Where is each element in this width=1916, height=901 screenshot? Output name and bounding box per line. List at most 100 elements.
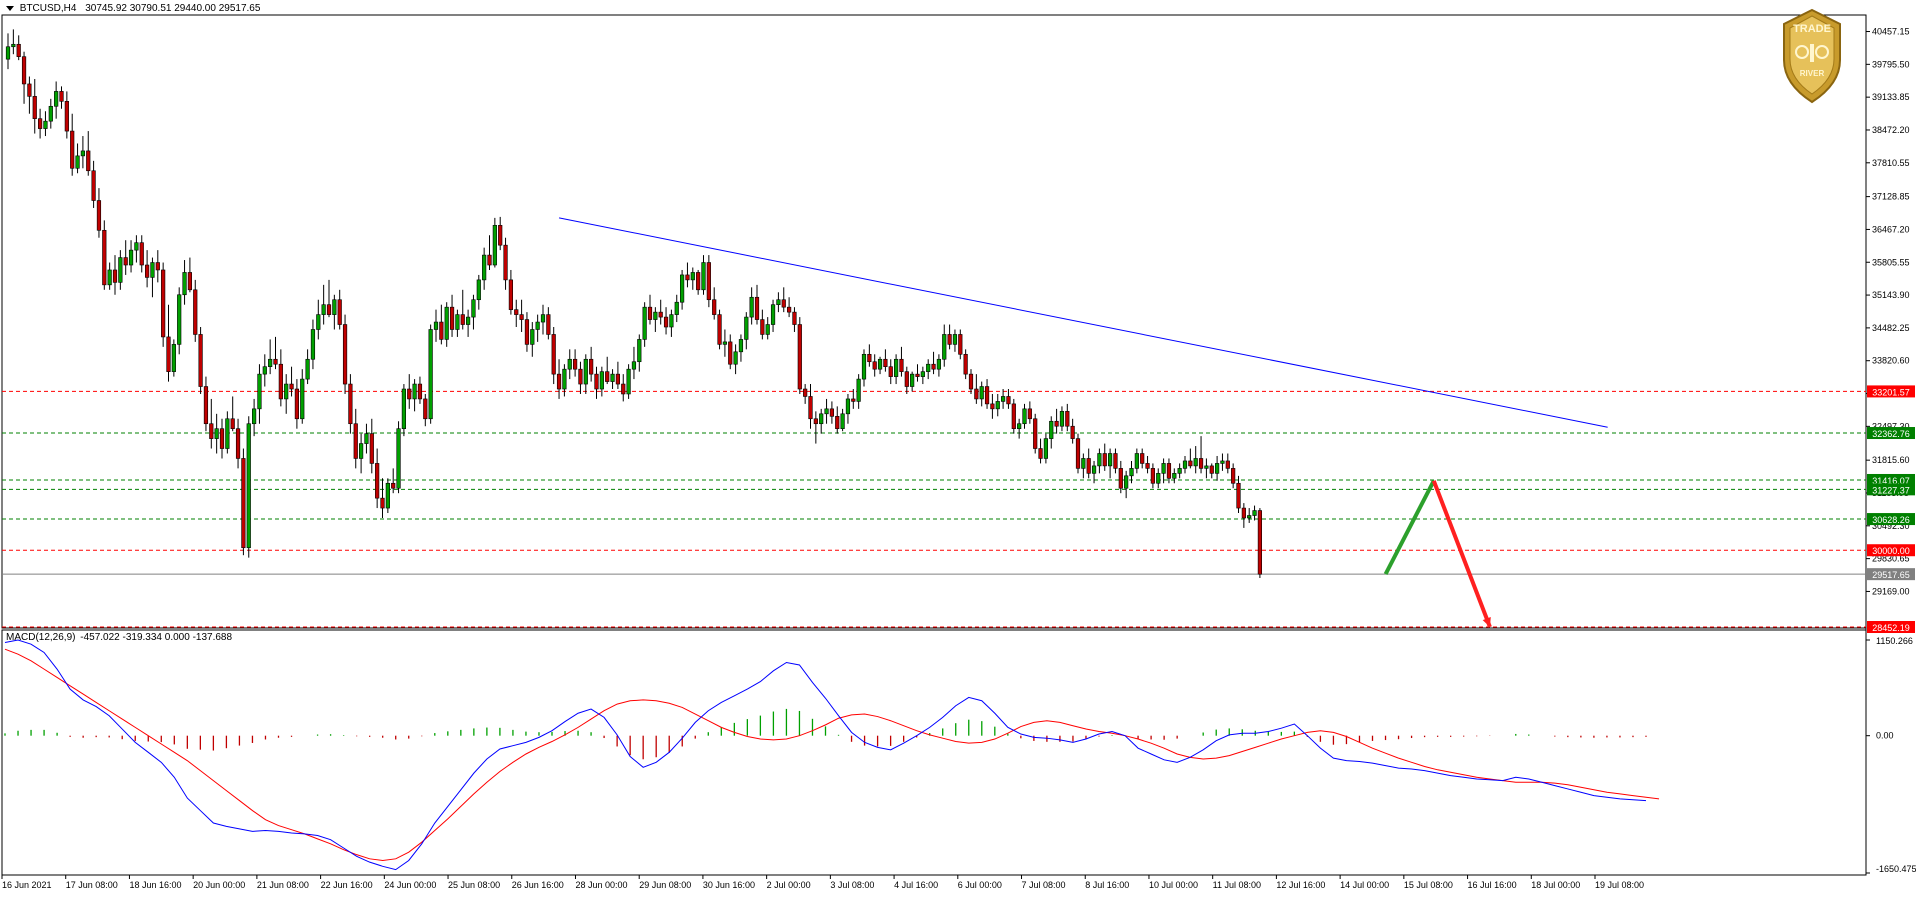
candle-body	[915, 373, 920, 377]
time-tick-label: 20 Jun 00:00	[193, 880, 245, 890]
candle-body	[37, 118, 43, 129]
price-level-tag	[1867, 473, 1915, 486]
macd-tick-label: 1150.266	[1876, 636, 1913, 646]
price-tick-label: 38472.20	[1872, 125, 1910, 135]
candle-body	[572, 358, 578, 370]
macd-header: MACD(12,26,9) -457.022 -319.334 0.000 -1…	[6, 632, 232, 643]
candle-body	[1017, 423, 1022, 429]
candle-body	[503, 244, 508, 281]
candle-body	[813, 418, 818, 425]
candle-body	[1108, 453, 1113, 467]
candle-body	[455, 314, 460, 330]
candle-body	[1070, 425, 1075, 439]
price-level-tag	[1867, 568, 1915, 581]
time-tick-label: 16 Jun 2021	[2, 880, 52, 890]
price-level-label: 33201.57	[1872, 387, 1910, 397]
candle-body	[187, 272, 193, 291]
candle-body	[310, 329, 316, 360]
price-tick-label: 35143.90	[1872, 290, 1910, 300]
price-level-label: 30000.00	[1872, 546, 1910, 556]
macd-title: MACD(12,26,9)	[6, 632, 76, 643]
candle-body	[1150, 468, 1155, 484]
candle-body	[530, 329, 535, 345]
candle-body	[1156, 473, 1161, 484]
price-level-label: 31416.07	[1872, 476, 1910, 486]
candle-body	[754, 296, 760, 320]
price-tick-label: 32497.30	[1872, 421, 1910, 431]
candle-body	[305, 358, 310, 380]
price-levels	[2, 390, 1866, 628]
candle-body	[471, 299, 476, 318]
price-level-tag	[1867, 385, 1915, 398]
candle-body	[21, 56, 27, 85]
candle-body	[5, 46, 11, 60]
candle-body	[1209, 465, 1214, 474]
candle-body	[1145, 463, 1150, 469]
candle-body	[1033, 418, 1038, 449]
candle-body	[963, 353, 968, 375]
candle-body	[80, 150, 85, 157]
candle-body	[465, 316, 471, 325]
candle-body	[701, 262, 706, 291]
chart-menu-icon[interactable]	[6, 5, 14, 11]
candle-body	[235, 428, 241, 459]
candle-body	[1022, 408, 1027, 425]
candle-body	[1220, 460, 1225, 464]
candle-body	[358, 443, 364, 459]
candle-body	[460, 314, 465, 325]
time-tick-label: 29 Jun 08:00	[639, 880, 691, 890]
candle-body	[182, 272, 187, 296]
candle-body	[968, 373, 974, 390]
candle-body	[1059, 411, 1065, 427]
candle-body	[273, 358, 278, 365]
candle-body	[1102, 453, 1107, 467]
candle-body	[364, 433, 369, 444]
candle-body	[166, 336, 171, 372]
candle-body	[27, 83, 32, 97]
price-tick-label: 36467.20	[1872, 224, 1910, 234]
candle-body	[589, 358, 594, 375]
candle-body	[835, 415, 840, 429]
time-axis: 16 Jun 2021 17 Jun 08:00 18 Jun 16:00 20 Ju…	[1, 875, 1644, 890]
macd-signal-line	[4, 648, 1660, 861]
time-tick-label: 10 Jul 00:00	[1149, 880, 1198, 890]
macd-tick-label: -1650.475	[1876, 864, 1916, 874]
candle-body	[824, 408, 829, 415]
candle-body	[615, 373, 620, 385]
candle-body	[910, 373, 915, 387]
time-tick-label: 25 Jun 08:00	[448, 880, 500, 890]
candle-body	[861, 353, 867, 380]
symbol-label: BTCUSD,H4	[19, 3, 77, 14]
macd-lines	[4, 639, 1660, 871]
candle-body	[230, 418, 235, 429]
candle-body	[369, 433, 374, 464]
candle-body	[1097, 453, 1102, 467]
candle-body	[706, 262, 711, 301]
candle-body	[803, 388, 808, 397]
candle-body	[851, 398, 856, 402]
candle-body	[1182, 460, 1188, 469]
price-tick-label: 37810.55	[1872, 158, 1910, 168]
candle-body	[262, 366, 267, 375]
candle-body	[867, 353, 872, 363]
candle-body	[375, 463, 380, 499]
time-tick-label: 4 Jul 16:00	[894, 880, 938, 890]
candle-body	[770, 304, 776, 325]
candle-body	[449, 306, 455, 330]
candle-body	[1065, 411, 1070, 427]
candle-body	[1075, 438, 1081, 469]
price-tick-label: 33820.60	[1872, 356, 1910, 366]
candle-body	[626, 368, 631, 395]
time-tick-label: 22 Jun 16:00	[321, 880, 373, 890]
candle-body	[300, 378, 305, 420]
candle-body	[904, 371, 909, 387]
time-tick-label: 24 Jun 00:00	[384, 880, 436, 890]
candle-body	[1043, 438, 1048, 459]
trendline	[558, 217, 1608, 428]
candle-body	[444, 306, 449, 340]
price-level-label: 32362.76	[1872, 429, 1910, 439]
candle-body	[316, 314, 321, 330]
candle-body	[498, 225, 503, 246]
candle-body	[396, 428, 401, 489]
candle-body	[690, 272, 695, 281]
